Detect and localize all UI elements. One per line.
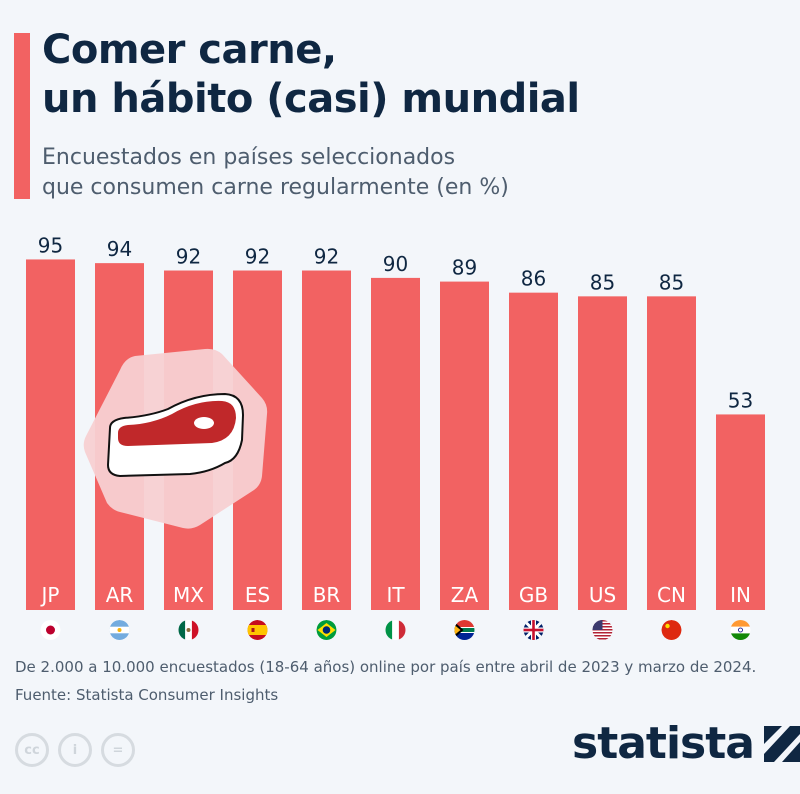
value-label-IT: 90 [383, 252, 408, 276]
category-label-ZA: ZA [451, 583, 479, 607]
logo-text: statista [572, 718, 755, 769]
bar-CN [647, 296, 696, 610]
steak-illustration [83, 348, 268, 529]
value-label-AR: 94 [107, 237, 132, 261]
category-label-JP: JP [40, 583, 60, 607]
category-label-MX: MX [173, 583, 204, 607]
bar-US [578, 296, 627, 610]
no-derivatives-icon[interactable]: = [101, 733, 135, 767]
subtitle-line-1: Encuestados en países seleccionados [42, 145, 456, 170]
title-accent-bar [14, 33, 30, 199]
category-label-IN: IN [730, 583, 751, 607]
title-line-2: un hábito (casi) mundial [42, 76, 580, 122]
value-label-US: 85 [590, 270, 615, 294]
bar-JP [26, 259, 75, 610]
category-label-US: US [589, 583, 616, 607]
bar-chart: 95 JP 94 AR 92 MX 92 ES 92 BR 90 IT 89 ZA 86 GB 85 US 85 CN… [26, 233, 765, 640]
cc-icon[interactable]: cc [15, 733, 49, 767]
value-label-CN: 85 [659, 270, 684, 294]
category-label-BR: BR [313, 583, 341, 607]
south-africa-flag-icon [454, 620, 475, 640]
italy-flag-icon [385, 620, 406, 640]
bar-GB [509, 292, 558, 610]
category-label-GB: GB [519, 583, 548, 607]
argentina-flag-icon [109, 620, 130, 640]
value-label-ES: 92 [245, 245, 270, 269]
value-label-BR: 92 [314, 245, 339, 269]
value-label-ZA: 89 [452, 256, 477, 280]
license-icons: cc i = [15, 733, 135, 767]
title-line-1: Comer carne, [42, 27, 337, 73]
uk-flag-icon [523, 620, 544, 640]
usa-flag-icon [592, 620, 613, 640]
attribution-icon[interactable]: i [58, 733, 92, 767]
india-flag-icon [730, 620, 751, 640]
value-label-JP: 95 [38, 233, 63, 257]
category-label-AR: AR [106, 583, 134, 607]
subtitle-line-2: que consumen carne regularmente (en %) [42, 175, 509, 200]
page-title: Comer carne, un hábito (casi) mundial [42, 26, 580, 124]
steak-icon [106, 392, 245, 478]
value-label-MX: 92 [176, 245, 201, 269]
bar-ZA [440, 281, 489, 610]
bar-BR [302, 270, 351, 610]
spain-flag-icon [247, 620, 268, 640]
statista-logo[interactable]: statista [572, 718, 800, 769]
category-label-ES: ES [245, 583, 270, 607]
category-label-CN: CN [657, 583, 686, 607]
value-label-IN: 53 [728, 388, 753, 412]
china-flag-icon [661, 620, 682, 640]
category-label-IT: IT [386, 583, 405, 607]
brazil-flag-icon [316, 620, 337, 640]
bar-IT [371, 277, 420, 610]
bar-IN [716, 414, 765, 610]
subtitle: Encuestados en países seleccionados que … [42, 143, 509, 203]
japan-flag-icon [40, 620, 61, 640]
statista-logo-icon [763, 725, 800, 762]
source: Fuente: Statista Consumer Insights [15, 686, 279, 704]
value-label-GB: 86 [521, 267, 546, 291]
mexico-flag-icon [178, 620, 199, 640]
footnote: De 2.000 a 10.000 encuestados (18-64 año… [15, 658, 757, 676]
